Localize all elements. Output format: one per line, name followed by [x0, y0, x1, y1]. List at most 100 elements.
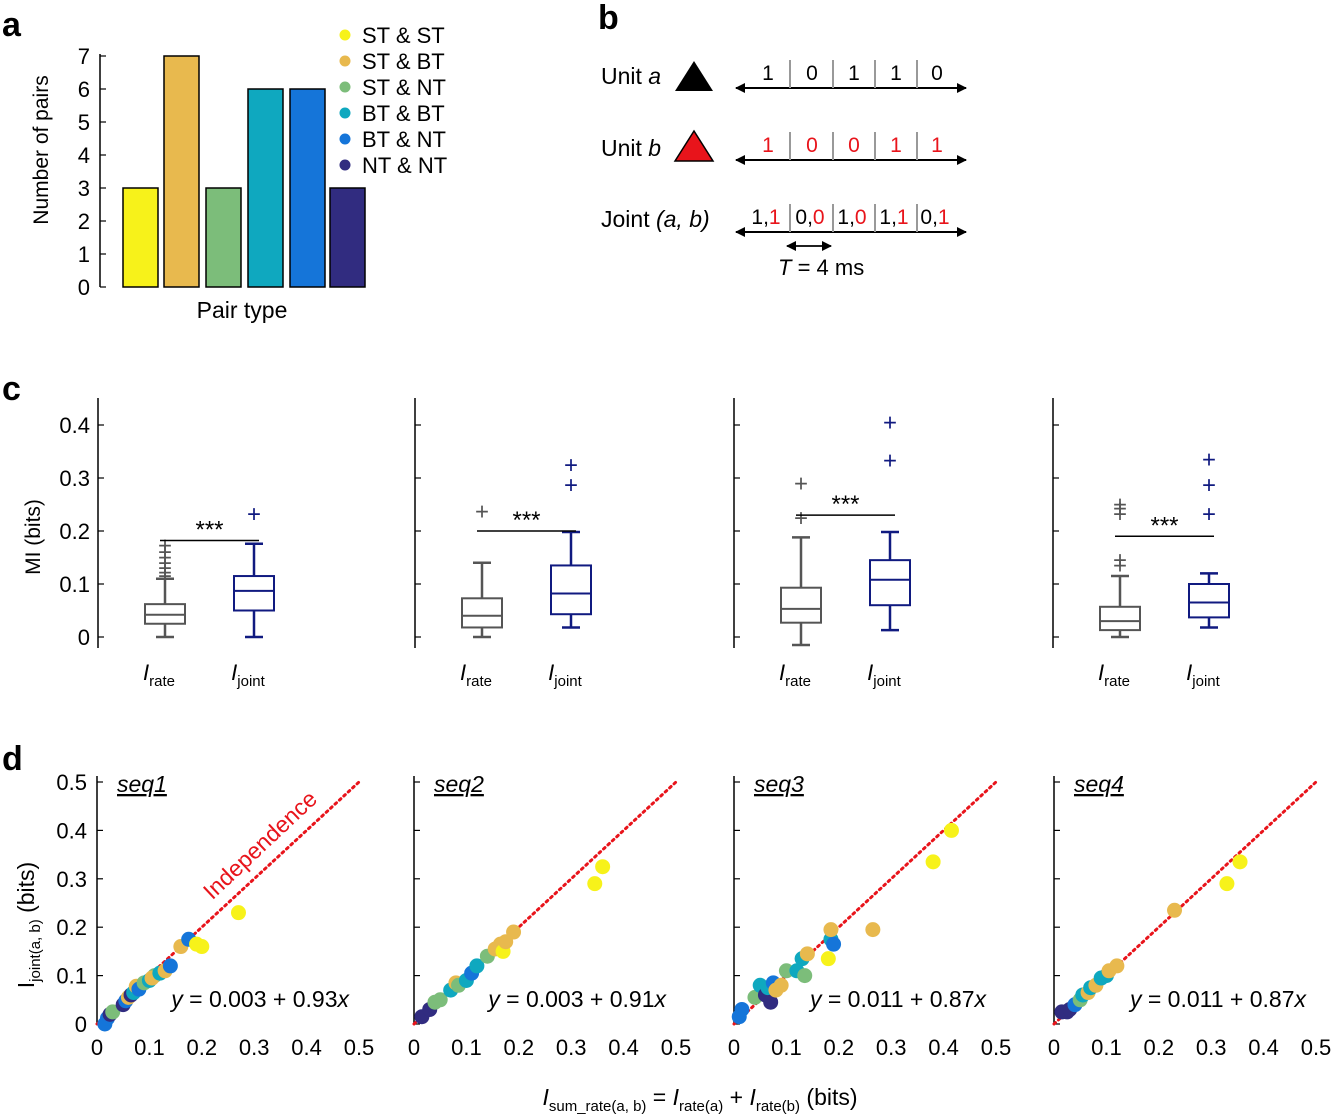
unit-a-label: Unit a: [601, 63, 661, 89]
scatter-title: seq1: [117, 771, 167, 797]
scatter-y-tick-label: 0.3: [56, 867, 87, 892]
bar-st-bt: [163, 55, 200, 288]
box-joint: +++: [1188, 446, 1230, 629]
scatter-point: [925, 854, 941, 870]
boxplot-subplot: +Irate++Ijoint***: [414, 398, 592, 690]
bar-chart-y-tick-label: 7: [78, 44, 90, 69]
unit-b-bit: 0: [806, 134, 818, 157]
scatter-subplot: 0 0.1 0.2 0.3 0.4 0.5 0 0.1 0.2 0.3 0.4 0.5 seq1 y = …: [56, 770, 374, 1060]
boxplot-y-tick-label: 0.2: [59, 519, 90, 544]
boxplot-subplot: ++Irate++Ijoint***: [733, 398, 911, 690]
bar-nt-nt: [329, 187, 366, 288]
scatter-x-tick-label: 0: [91, 1035, 103, 1060]
scatter-point: [105, 1004, 121, 1020]
scatter-x-tick-label: 0.4: [928, 1035, 959, 1060]
scatter-x-tick-label: 0.1: [134, 1035, 165, 1060]
unit-b-bit: 1: [890, 134, 902, 157]
legend-label: ST & BT: [362, 49, 445, 74]
boxplot-y-tick-label: 0.1: [59, 572, 90, 597]
box-outlier: +: [564, 472, 578, 499]
legend-marker: [339, 107, 351, 119]
box-iqr: [1099, 605, 1141, 632]
joint-bit-pair: 1,0: [837, 206, 866, 229]
bar-bt-bt: [247, 88, 284, 288]
box-outlier: +: [475, 498, 489, 525]
unit-a-bit: 1: [848, 62, 860, 85]
scatter-x-tick-label: 0.2: [1144, 1035, 1175, 1060]
box-outlier: +: [1113, 552, 1127, 579]
spike-encoding-panel: Unit a Unit b Joint (a, b) T = 4 ms 1 0 1 1…: [601, 60, 967, 280]
box-outlier: +: [158, 559, 172, 586]
boxplot-panel: MI (bits) 00.10.20.30.4+++++++Irate+Ijoi…: [22, 398, 1230, 690]
scatter-point: [595, 859, 611, 875]
box-outlier: +: [883, 409, 897, 436]
box-joint: ++: [869, 409, 911, 632]
panel-label-c: c: [2, 370, 21, 408]
bar-bt-nt: [289, 88, 326, 288]
bar-chart-y-tick-label: 6: [78, 77, 90, 102]
bar-chart-y-tick-label: 1: [78, 242, 90, 267]
scatter-y-tick-label: 0.2: [56, 915, 87, 940]
scatter-subplot: 0 0.1 0.2 0.3 0.4 0.5 seq3 y = 0.011 + 0.87x: [728, 771, 1011, 1060]
box-outlier: +: [794, 470, 808, 497]
panel-label-a: a: [2, 6, 22, 44]
fit-equation: y = 0.003 + 0.91x: [486, 986, 667, 1012]
scatter-point: [773, 977, 789, 993]
scatter-x-tick-label: 0.1: [451, 1035, 482, 1060]
box-outlier: +: [564, 452, 578, 479]
bar-chart-x-axis-label: Pair type: [197, 297, 288, 323]
fit-equation: y = 0.011 + 0.87x: [1128, 986, 1308, 1012]
scatter-x-tick-label: 0.5: [981, 1035, 1012, 1060]
box-joint: ++: [550, 452, 592, 629]
boxplot-y-tick-label: 0.3: [59, 466, 90, 491]
significance-label: ***: [195, 517, 223, 544]
unit-a-triangle-icon: [675, 61, 713, 91]
box-outlier: +: [1113, 501, 1127, 528]
scatter-point: [734, 1001, 750, 1017]
scatter-x-tick-label: 0.4: [1248, 1035, 1279, 1060]
unit-b-triangle-icon: [673, 129, 715, 162]
scatter-point: [432, 992, 448, 1008]
scatter-point: [823, 922, 839, 938]
legend-label: BT & BT: [362, 101, 445, 126]
panel-label-b: b: [598, 0, 619, 37]
significance-label: ***: [512, 507, 540, 534]
box-iqr: [461, 597, 503, 629]
scatter-point: [1219, 876, 1235, 892]
fit-equation: y = 0.011 + 0.87x: [808, 986, 988, 1012]
box-rate: +: [461, 498, 503, 639]
box-outlier: +: [158, 539, 172, 566]
fit-equation: y = 0.003 + 0.93x: [169, 986, 350, 1012]
legend-marker: [339, 29, 351, 41]
box-outlier: +: [1113, 496, 1127, 523]
boxplot-x-tick-label: Irate: [779, 660, 811, 690]
scatter-x-tick-label: 0: [408, 1035, 420, 1060]
scatter-point: [778, 963, 794, 979]
box-outlier: +: [158, 555, 172, 582]
scatter-y-tick-label: 0: [75, 1012, 87, 1037]
box-outlier: +: [1202, 472, 1216, 499]
boxplot-x-tick-label: Ijoint: [231, 660, 265, 690]
scatter-point: [230, 905, 246, 921]
legend-label: ST & ST: [362, 23, 445, 48]
bar-chart-y-tick-label: 3: [78, 176, 90, 201]
unit-b-bit: 0: [848, 134, 860, 157]
scatter-x-tick-label: 0.2: [187, 1035, 218, 1060]
box-outlier: +: [1202, 501, 1216, 528]
scatter-point: [1109, 958, 1125, 974]
box-outlier: +: [158, 550, 172, 577]
scatter-point: [799, 946, 815, 962]
joint-bit-pair: 1,1: [751, 206, 780, 229]
box-rate: ++: [780, 470, 822, 647]
box-outlier: +: [1113, 492, 1127, 519]
scatter-point: [1167, 902, 1183, 918]
boxplot-x-tick-label: Ijoint: [548, 660, 582, 690]
bar-st-st: [122, 187, 159, 288]
box-rate: +++++++: [144, 532, 186, 639]
scatter-subplot: 0 0.1 0.2 0.3 0.4 0.5 seq2 y = 0.003 + 0.91x: [408, 771, 691, 1060]
scatter-x-tick-label: 0.5: [661, 1035, 692, 1060]
scatter-y-axis-label: Ijoint(a, b) (bits): [13, 862, 44, 988]
unit-a-bit: 0: [806, 62, 818, 85]
boxplot-x-tick-label: Irate: [460, 660, 492, 690]
